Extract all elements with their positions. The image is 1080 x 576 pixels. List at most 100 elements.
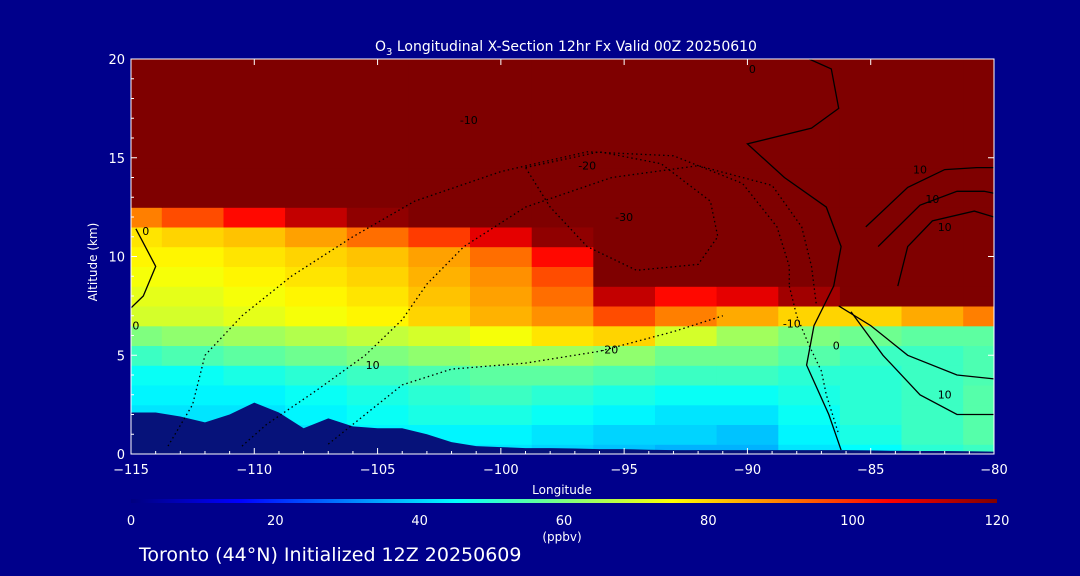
heatmap-cell	[223, 286, 286, 307]
heatmap-cell	[470, 226, 533, 248]
heatmap-cell	[161, 286, 224, 307]
heatmap-cell	[531, 365, 594, 386]
heatmap-cell	[839, 286, 903, 307]
heatmap-cell	[901, 226, 964, 248]
heatmap-cell	[470, 207, 533, 228]
heatmap-cell	[716, 365, 779, 386]
heatmap-cell	[778, 59, 841, 109]
heatmap-cell	[963, 187, 994, 208]
heatmap-cell	[285, 167, 348, 188]
heatmap-cell	[655, 187, 718, 208]
heatmap-cell	[839, 226, 903, 248]
heatmap-cell	[346, 325, 409, 346]
x-tick-label: −115	[113, 463, 149, 478]
heatmap-cell	[285, 286, 348, 307]
heatmap-cell	[346, 187, 409, 208]
heatmap-cell	[778, 424, 841, 445]
heatmap-cell	[408, 167, 471, 188]
heatmap-cell	[778, 384, 841, 406]
heatmap-cell	[470, 325, 533, 346]
heatmap-cell	[161, 365, 224, 386]
heatmap-cell	[963, 246, 994, 267]
contour-label: -10	[460, 114, 478, 127]
contour-layer	[131, 59, 994, 451]
heatmap-cell	[531, 207, 594, 228]
heatmap-cell	[716, 404, 779, 425]
heatmap-cell	[131, 108, 163, 169]
contour-label: 10	[938, 221, 952, 234]
heatmap-cell	[839, 266, 903, 287]
heatmap-cell	[593, 167, 656, 188]
heatmap-cell	[655, 384, 718, 406]
heatmap-cell	[346, 305, 409, 327]
heatmap-cell	[470, 305, 533, 327]
footer-station-text: Toronto (44°N) Initialized 12Z 20250609	[138, 544, 522, 566]
heatmap-cell	[223, 207, 286, 228]
heatmap-cell	[593, 207, 656, 228]
y-axis-label: Altitude (km)	[86, 223, 100, 302]
heatmap-cell	[655, 286, 718, 307]
heatmap-cell	[161, 187, 224, 208]
contour-line-positive	[131, 228, 157, 309]
x-tick-label: −110	[236, 463, 272, 478]
heatmap-cell	[655, 59, 718, 109]
heatmap-cell	[161, 345, 224, 366]
heatmap-cell	[346, 365, 409, 386]
contour-line-negative	[524, 151, 719, 271]
heatmap-cell	[131, 187, 163, 208]
colorbar-tick-label: 120	[985, 514, 1010, 529]
heatmap-cell	[716, 167, 779, 188]
contour-label: -30	[615, 211, 633, 224]
heatmap-cell	[593, 384, 656, 406]
heatmap-cell	[161, 108, 224, 169]
heatmap-cell	[655, 444, 718, 454]
heatmap-cell	[655, 246, 718, 267]
heatmap-cell	[901, 108, 964, 169]
heatmap-cell	[901, 207, 964, 228]
heatmap-cell	[131, 59, 163, 109]
heatmap-cell	[593, 305, 656, 327]
heatmap-cell	[716, 226, 779, 248]
x-tick-label: −100	[483, 463, 519, 478]
colorbar-ticks: 0 20 40 60 80 100 120	[127, 514, 1010, 529]
heatmap-cell	[901, 444, 964, 454]
heatmap-cell	[285, 345, 348, 366]
heatmap-cell	[131, 226, 163, 248]
contour-line-positive	[877, 190, 994, 248]
heatmap-cell	[716, 59, 779, 109]
heatmap-cell	[161, 226, 224, 248]
heatmap-cell	[408, 345, 471, 366]
heatmap-cell	[655, 207, 718, 228]
heatmap-cell	[655, 424, 718, 445]
colorbar-unit: (ppbv)	[542, 530, 581, 544]
x-tick-label: −90	[734, 463, 761, 478]
heatmap-cell	[839, 365, 903, 386]
heatmap-cell	[716, 207, 779, 228]
heatmap-cell	[778, 305, 841, 327]
heatmap-cell	[531, 404, 594, 425]
heatmap-cell	[408, 384, 471, 406]
heatmap-cell	[223, 226, 286, 248]
heatmap-cell	[593, 424, 656, 445]
colorbar-tick-label: 60	[556, 514, 573, 529]
heatmap-cell	[593, 404, 656, 425]
colorbar-tick-label: 40	[411, 514, 428, 529]
heatmap-cell	[716, 345, 779, 366]
heatmap-cell	[408, 266, 471, 287]
heatmap-cell	[408, 59, 471, 109]
x-tick-label: −85	[857, 463, 884, 478]
heatmap-cell	[778, 365, 841, 386]
contour-label: 0	[132, 320, 139, 333]
heatmap-cell	[223, 59, 286, 109]
heatmap-cell	[161, 246, 224, 267]
heatmap-cell	[839, 59, 903, 109]
heatmap-cell	[778, 286, 841, 307]
ozone-heatmap	[131, 59, 994, 454]
heatmap-cell	[223, 384, 286, 406]
heatmap-cell	[901, 59, 964, 109]
heatmap-cell	[839, 108, 903, 169]
contour-line-positive	[746, 59, 842, 451]
heatmap-cell	[346, 404, 409, 425]
heatmap-cell	[470, 59, 533, 109]
heatmap-cell	[408, 305, 471, 327]
